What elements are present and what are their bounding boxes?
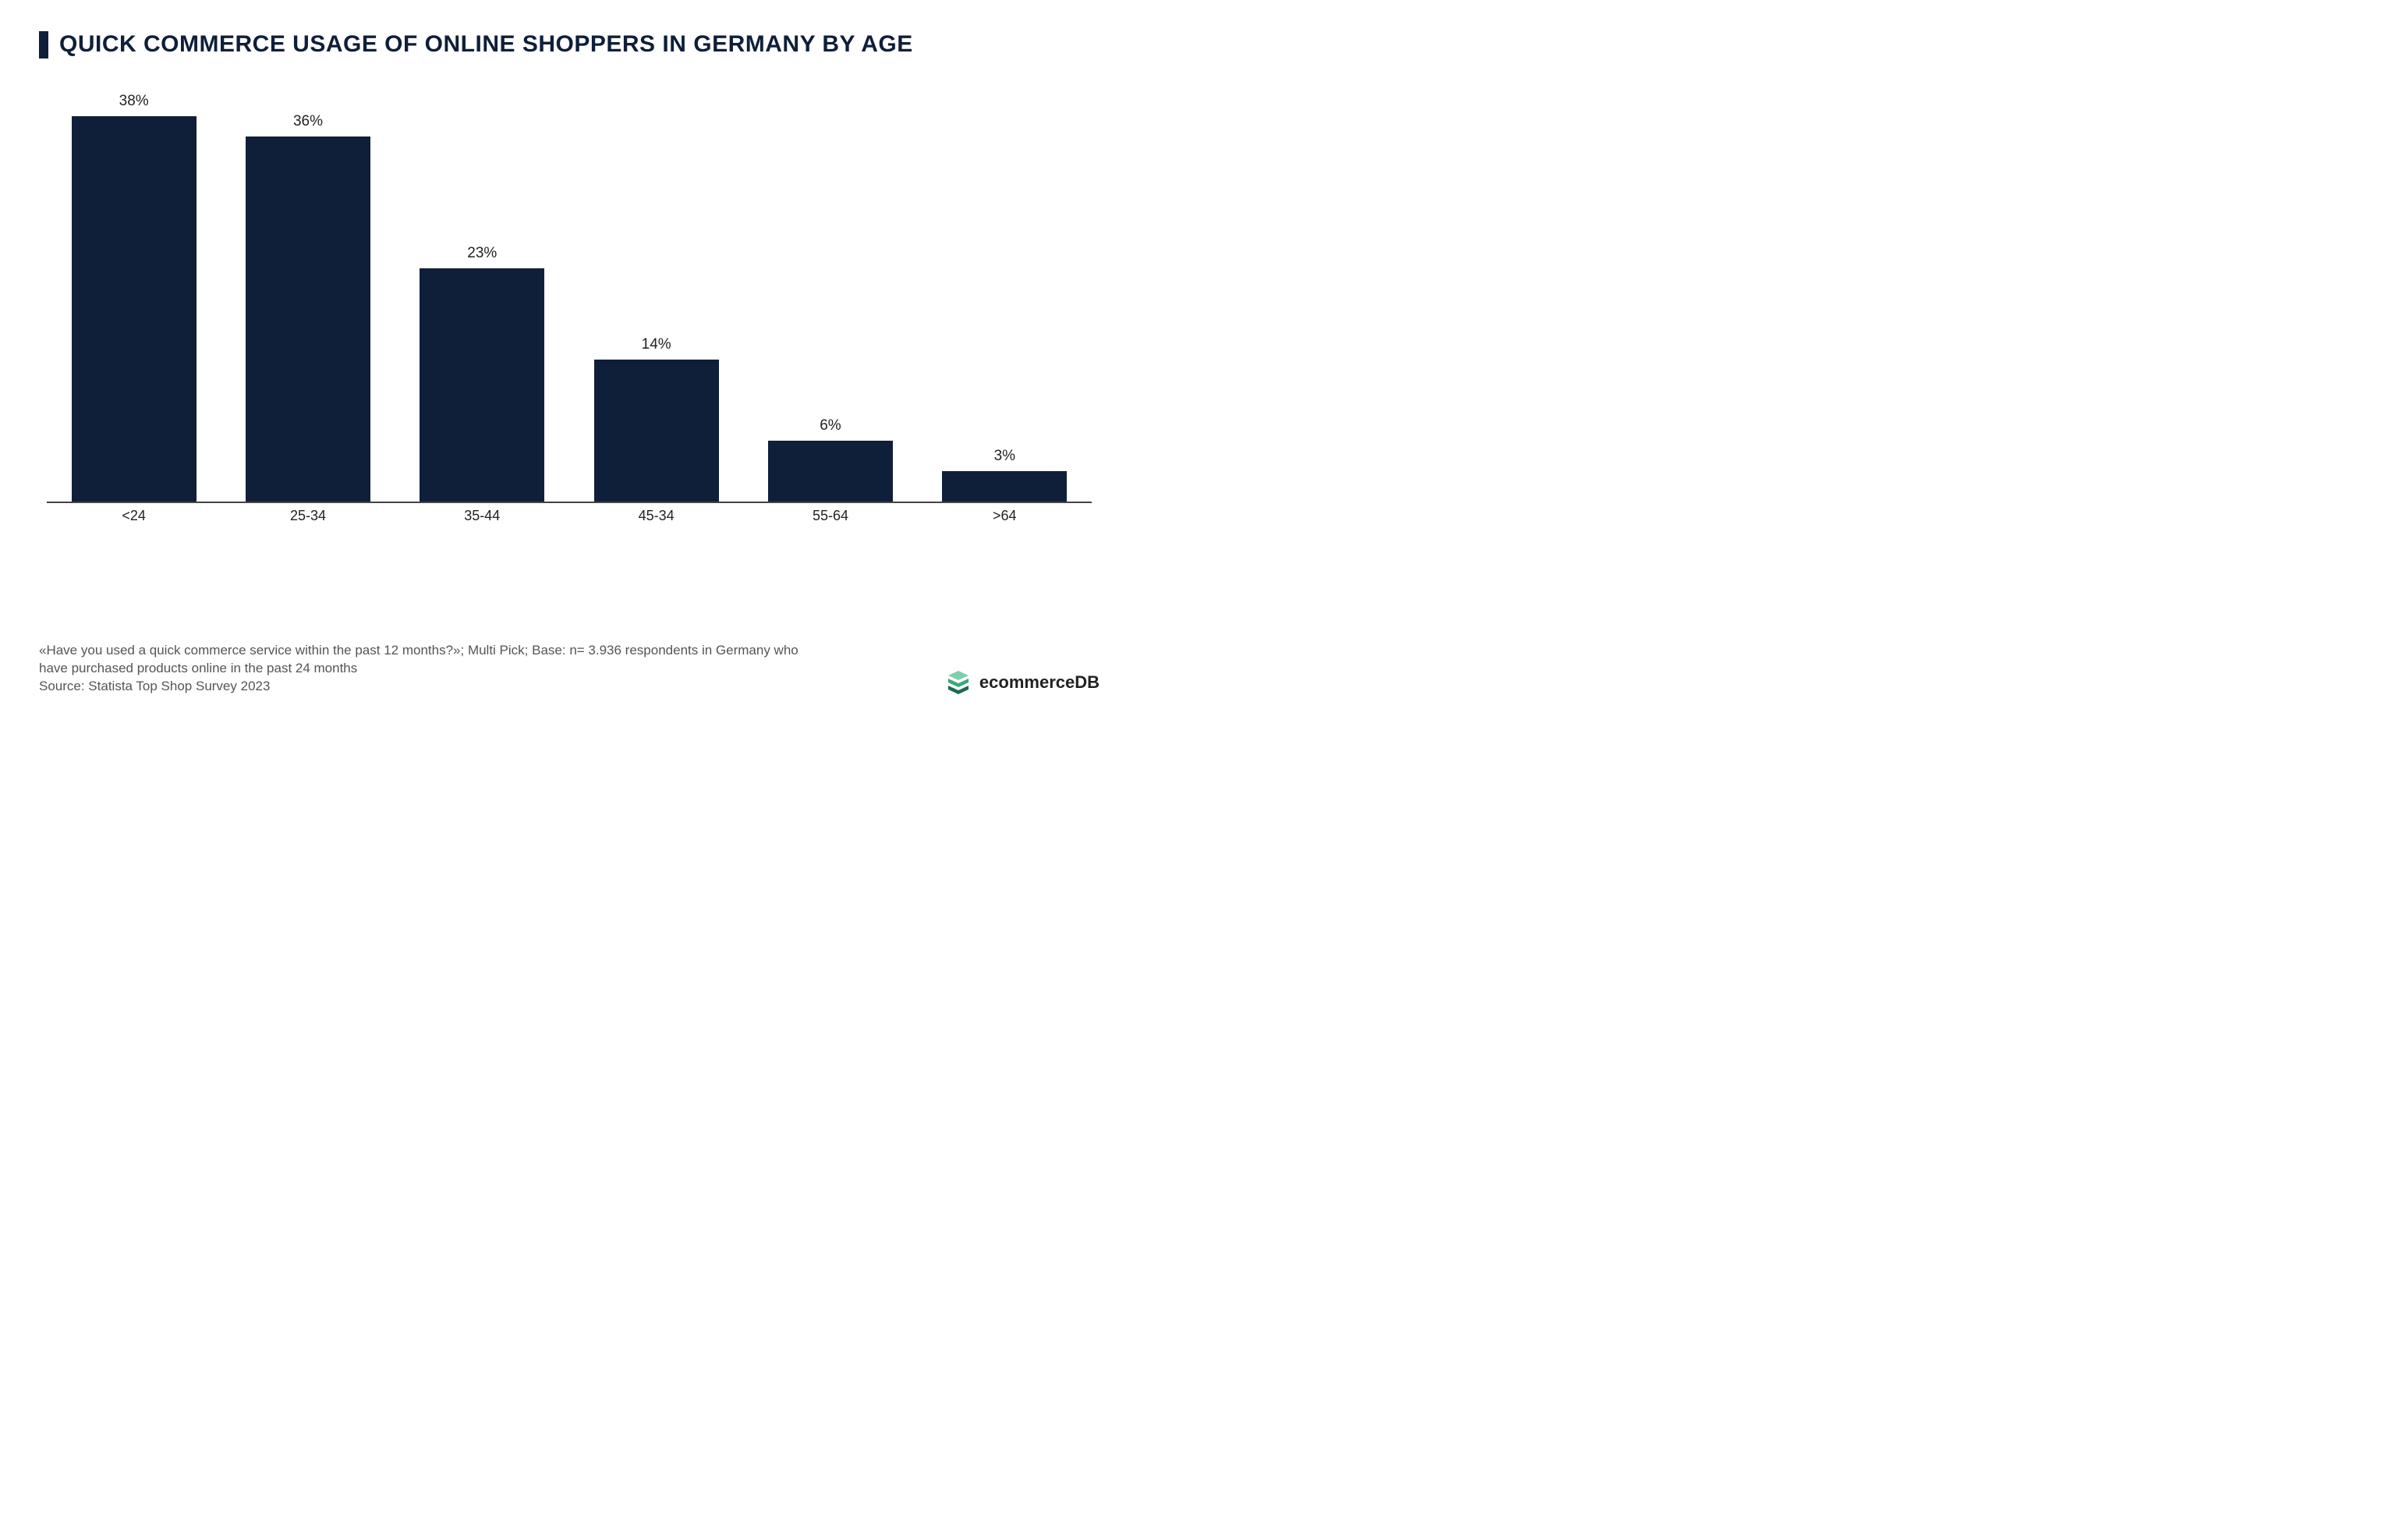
bar-value-label: 36% xyxy=(293,113,323,130)
brand: ecommerceDB xyxy=(945,669,1100,696)
page: QUICK COMMERCE USAGE OF ONLINE SHOPPERS … xyxy=(0,0,1138,719)
brand-name: ecommerceDB xyxy=(979,672,1100,693)
x-axis-label: 35-44 xyxy=(412,508,552,524)
x-axis-label: 45-34 xyxy=(586,508,727,524)
bar xyxy=(72,116,197,502)
title-block: QUICK COMMERCE USAGE OF ONLINE SHOPPERS … xyxy=(39,31,1100,58)
bar xyxy=(420,268,544,502)
page-title: QUICK COMMERCE USAGE OF ONLINE SHOPPERS … xyxy=(59,31,913,58)
x-axis-labels: <24 25-34 35-44 45-34 55-64 >64 xyxy=(47,506,1092,526)
bar xyxy=(768,441,893,502)
x-axis-label: >64 xyxy=(934,508,1075,524)
x-axis-label: 25-34 xyxy=(238,508,378,524)
bar-value-label: 6% xyxy=(820,417,841,434)
bar-value-label: 3% xyxy=(994,448,1015,465)
bar-value-label: 14% xyxy=(642,336,671,353)
bars-row: 38% 36% 23% 14% 6% 3% xyxy=(47,96,1092,502)
bar-slot: 14% xyxy=(586,336,727,502)
bar xyxy=(594,360,719,502)
title-accent-bar xyxy=(39,31,48,58)
bar xyxy=(942,471,1067,502)
bar-slot: 6% xyxy=(760,417,901,502)
x-axis-label: 55-64 xyxy=(760,508,901,524)
footnote-source: Source: Statista Top Shop Survey 2023 xyxy=(39,678,819,696)
bar-slot: 38% xyxy=(64,93,204,502)
x-axis-label: <24 xyxy=(64,508,204,524)
bar-slot: 23% xyxy=(412,245,552,502)
x-axis-line xyxy=(47,502,1092,503)
brand-logo-icon xyxy=(945,669,972,696)
footnotes: «Have you used a quick commerce service … xyxy=(39,642,819,696)
bar-slot: 36% xyxy=(238,113,378,502)
footnote-question: «Have you used a quick commerce service … xyxy=(39,642,819,678)
footer: «Have you used a quick commerce service … xyxy=(39,642,1100,696)
bar-slot: 3% xyxy=(934,448,1075,502)
bar-value-label: 38% xyxy=(119,93,149,110)
bar-chart: 38% 36% 23% 14% 6% 3% <24 25-34 35-44 45-34 55-64… xyxy=(47,90,1092,526)
bar-value-label: 23% xyxy=(467,245,497,262)
bar xyxy=(246,136,370,502)
